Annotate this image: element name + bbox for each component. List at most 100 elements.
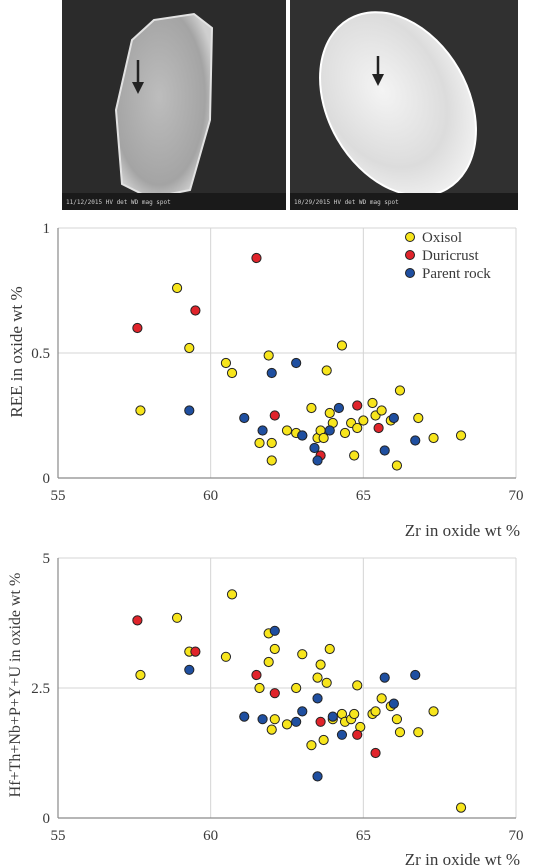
point-duricrust — [132, 615, 143, 626]
point-parent-rock — [257, 714, 268, 725]
point-parent-rock — [269, 625, 280, 636]
sem-caption-left: 11/12/2015 HV det WD mag spot — [66, 199, 171, 206]
point-parent-rock — [333, 402, 345, 414]
point-oxisol — [269, 714, 280, 725]
sem-image-left: 11/12/2015 HV det WD mag spot — [62, 0, 286, 210]
point-parent-rock — [410, 669, 421, 681]
point-oxisol — [297, 649, 308, 660]
legend-label-parent-rock: Parent rock — [422, 266, 491, 282]
point-parent-rock — [312, 693, 323, 704]
y-tick-label: 0.5 — [31, 346, 50, 362]
point-oxisol — [226, 367, 238, 379]
point-oxisol — [266, 437, 277, 449]
point-oxisol — [391, 460, 403, 471]
point-oxisol — [135, 669, 146, 681]
point-oxisol — [315, 659, 326, 670]
point-duricrust — [352, 729, 363, 740]
point-oxisol — [312, 672, 323, 683]
point-oxisol — [266, 455, 277, 466]
point-oxisol — [266, 724, 277, 735]
data-points — [132, 252, 467, 471]
point-oxisol — [413, 727, 424, 738]
point-oxisol — [321, 677, 332, 688]
point-oxisol — [413, 412, 424, 424]
point-oxisol — [394, 727, 406, 738]
point-parent-rock — [379, 445, 390, 456]
legend-label-duricrust: Duricrust — [422, 248, 479, 264]
point-parent-rock — [309, 442, 320, 454]
point-duricrust — [352, 400, 363, 411]
point-oxisol — [263, 350, 274, 361]
sem-image-right: 10/29/2015 HV det WD mag spot — [290, 0, 518, 210]
point-oxisol — [291, 682, 302, 694]
point-parent-rock — [297, 706, 308, 717]
point-parent-rock — [379, 672, 390, 683]
point-oxisol — [349, 708, 360, 720]
point-parent-rock — [291, 716, 302, 727]
point-parent-rock — [291, 357, 302, 369]
point-duricrust — [190, 646, 201, 657]
point-oxisol — [394, 385, 406, 396]
point-parent-rock — [184, 405, 195, 416]
point-oxisol — [336, 340, 348, 351]
legend-marker-parent-rock — [405, 268, 415, 278]
point-oxisol — [428, 706, 439, 717]
legend-marker-duricrust — [405, 250, 415, 260]
x-tick-label: 55 — [51, 488, 66, 504]
point-oxisol — [358, 415, 369, 426]
point-oxisol — [352, 680, 363, 691]
y-tick-label: 2.5 — [31, 681, 50, 697]
point-parent-rock — [184, 664, 195, 675]
point-parent-rock — [324, 425, 335, 436]
point-parent-rock — [239, 711, 250, 722]
point-duricrust — [373, 422, 384, 434]
point-duricrust — [315, 716, 326, 727]
point-oxisol — [281, 425, 293, 436]
point-oxisol — [339, 427, 351, 439]
point-parent-rock — [336, 729, 348, 740]
x-tick-label: 70 — [509, 488, 524, 504]
point-oxisol — [370, 706, 381, 717]
point-duricrust — [251, 669, 262, 681]
point-oxisol — [376, 405, 387, 416]
point-oxisol — [324, 643, 335, 655]
sem-caption-right: 10/29/2015 HV det WD mag spot — [294, 199, 399, 206]
x-axis-label: Zr in oxide wt % — [405, 521, 520, 540]
point-parent-rock — [257, 425, 268, 436]
tick-labels: 55 60 65 70 0 0.5 1 — [31, 221, 523, 504]
point-oxisol — [455, 430, 467, 441]
point-duricrust — [269, 688, 280, 699]
y-axis-label: REE in oxide wt % — [7, 286, 26, 417]
x-tick-label: 65 — [356, 828, 371, 844]
point-oxisol — [135, 405, 146, 416]
legend-label-oxisol: Oxisol — [422, 230, 462, 246]
point-duricrust — [269, 410, 280, 421]
tick-labels: 55 60 65 70 0 2.5 5 — [31, 551, 523, 844]
legend-marker-oxisol — [405, 232, 415, 242]
grid — [57, 557, 517, 819]
point-duricrust — [190, 305, 201, 316]
point-oxisol — [321, 365, 332, 376]
point-oxisol — [281, 719, 293, 730]
point-duricrust — [132, 322, 143, 334]
point-parent-rock — [266, 367, 277, 379]
x-tick-label: 60 — [203, 488, 218, 504]
point-parent-rock — [388, 698, 399, 709]
point-parent-rock — [239, 412, 250, 424]
axes — [57, 228, 516, 479]
axes — [57, 558, 516, 819]
y-tick-label: 1 — [43, 221, 51, 237]
arrow-head-icon — [372, 74, 384, 86]
x-tick-label: 65 — [356, 488, 371, 504]
point-oxisol — [391, 714, 403, 725]
x-axis-label: Zr in oxide wt % — [405, 850, 520, 868]
legend: Oxisol Duricrust Parent rock — [405, 230, 491, 282]
point-parent-rock — [297, 430, 308, 441]
point-oxisol — [220, 357, 232, 369]
point-oxisol — [376, 693, 387, 704]
point-oxisol — [171, 612, 183, 623]
chart-ree-vs-zr: 55 60 65 70 0 0.5 1 Zr in oxide wt % REE in ox… — [7, 221, 524, 540]
arrow-head-icon — [132, 82, 144, 94]
point-parent-rock — [327, 711, 338, 722]
point-oxisol — [318, 734, 329, 746]
